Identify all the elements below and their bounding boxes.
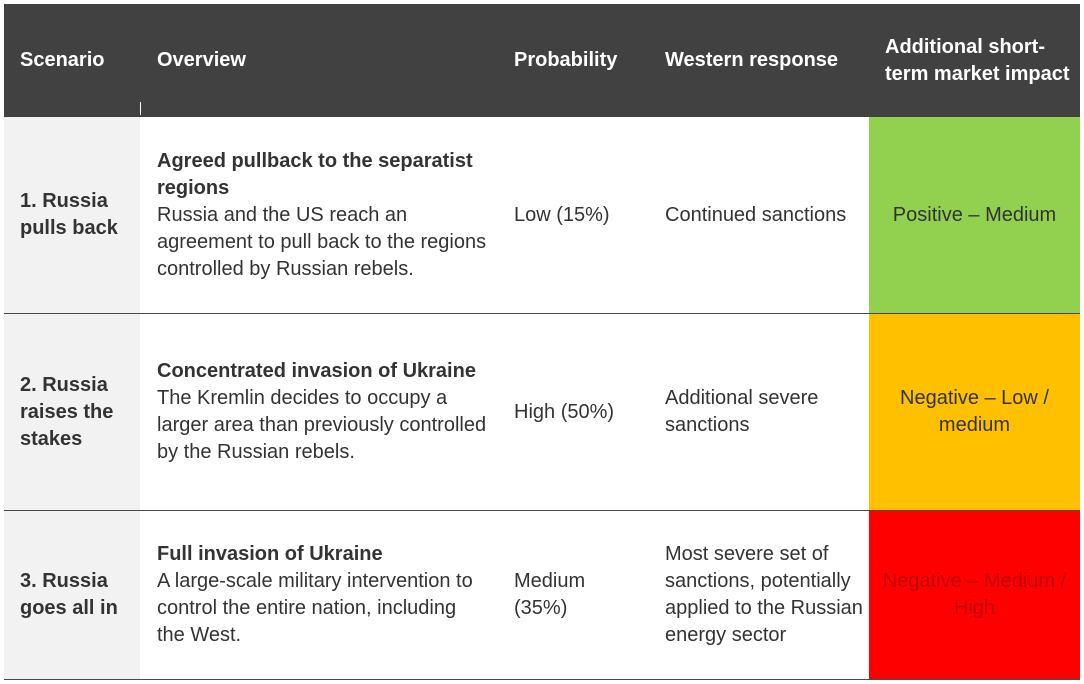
scenario-table: Scenario Overview Probability Western re… xyxy=(4,4,1080,680)
overview-title: Concentrated invasion of Ukraine xyxy=(157,360,476,382)
overview-text: Russia and the US reach an agreement to … xyxy=(157,203,487,280)
table-row: 3. Russia goes all in Full invasion of U… xyxy=(4,511,1080,679)
scenario-cell: 3. Russia goes all in xyxy=(4,511,140,679)
header-overview: Overview xyxy=(157,49,246,71)
scenario-label: 3. Russia goes all in xyxy=(20,570,118,619)
overview-cell: Concentrated invasion of Ukraine The Kre… xyxy=(157,314,487,510)
market-impact-cell: Positive – Medium xyxy=(869,117,1080,313)
overview-cell: Agreed pullback to the separatist region… xyxy=(157,117,487,313)
market-impact-label: Negative – Low / medium xyxy=(900,387,1049,436)
overview-title: Agreed pullback to the separatist region… xyxy=(157,149,473,199)
header-scenario: Scenario xyxy=(20,49,105,71)
overview-title: Full invasion of Ukraine xyxy=(157,543,383,565)
overview-text: A large-scale military intervention to c… xyxy=(157,570,473,646)
western-response-cell: Additional severe sanctions xyxy=(665,387,819,436)
table-header: Scenario Overview Probability Western re… xyxy=(4,4,1080,117)
probability-cell: Low (15%) xyxy=(514,203,610,226)
scenario-cell: 2. Russia raises the stakes xyxy=(4,314,140,510)
western-response-cell: Most severe set of sanctions, potentiall… xyxy=(665,543,863,646)
table-row: 2. Russia raises the stakes Concentrated… xyxy=(4,314,1080,510)
scenario-label: 2. Russia raises the stakes xyxy=(20,373,114,450)
market-impact-cell: Negative – Medium / High xyxy=(869,511,1080,679)
header-probability: Probability xyxy=(514,49,618,71)
overview-text: The Kremlin decides to occupy a larger a… xyxy=(157,387,487,463)
scenario-label: 1. Russia pulls back xyxy=(20,190,118,239)
overview-cell: Full invasion of Ukraine A large-scale m… xyxy=(157,511,487,679)
header-market-impact: Additional short-term market impact xyxy=(885,35,1070,85)
western-response-cell: Continued sanctions xyxy=(665,203,847,226)
probability-cell: Medium (35%) xyxy=(514,570,586,619)
table-bottom-border xyxy=(4,679,1080,680)
market-impact-cell: Negative – Low / medium xyxy=(869,314,1080,510)
table-row: 1. Russia pulls back Agreed pullback to … xyxy=(4,117,1080,313)
market-impact-label: Negative – Medium / High xyxy=(882,570,1067,619)
header-western-response: Western response xyxy=(665,49,839,71)
header-divider-tick xyxy=(140,102,141,115)
probability-cell: High (50%) xyxy=(514,400,615,423)
scenario-cell: 1. Russia pulls back xyxy=(4,117,140,313)
row-divider xyxy=(4,313,1080,314)
row-divider xyxy=(4,510,1080,511)
market-impact-label: Positive – Medium xyxy=(892,203,1057,226)
